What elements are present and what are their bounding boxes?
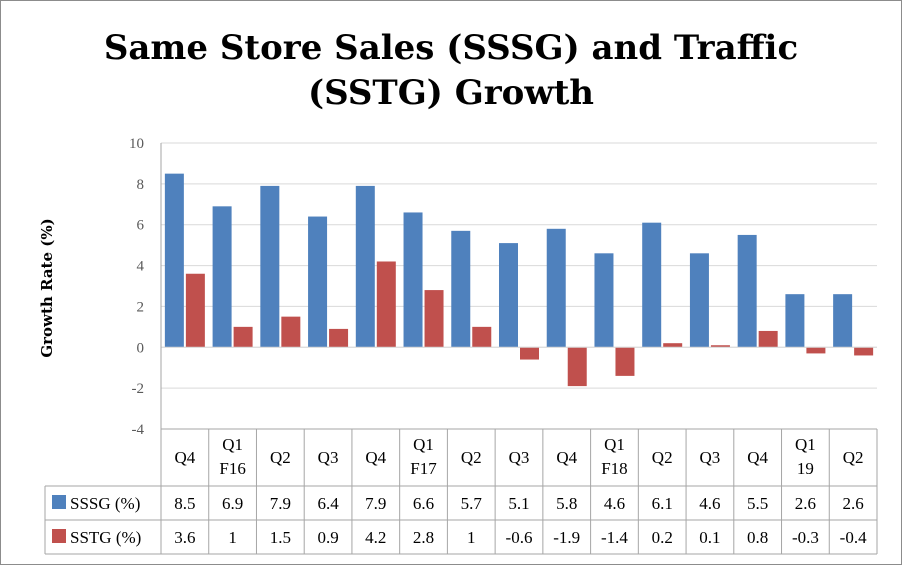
category-label: Q3: [509, 448, 530, 467]
data-label: 4.6: [604, 494, 625, 513]
data-label: 6.9: [222, 494, 243, 513]
y-tick-label: 0: [137, 340, 145, 356]
bar-sssg: [260, 185, 280, 348]
bar-sstg: [710, 345, 730, 348]
bar-sstg: [567, 347, 587, 387]
data-table: Q4 Q1 F16 Q2 Q3 Q4 Q1 F17 Q2 Q3 Q4 Q1 F18 Q2 Q3 Q4 Q1 19 Q…: [44, 428, 878, 555]
category-label: Q4: [556, 448, 577, 467]
data-label: -1.4: [601, 528, 628, 547]
bar-sssg: [164, 173, 184, 348]
bar-sssg: [451, 230, 471, 348]
category-label: Q2: [843, 448, 864, 467]
y-tick-label: 10: [129, 136, 144, 152]
bar-sstg: [472, 326, 492, 348]
y-tick-label: 6: [137, 218, 145, 234]
data-label: 5.8: [556, 494, 577, 513]
bar-sssg: [785, 294, 805, 348]
bar-sstg: [854, 347, 874, 356]
data-label: -1.9: [553, 528, 580, 547]
data-label: -0.4: [840, 528, 867, 547]
data-label: 1: [228, 528, 237, 547]
data-label: 0.1: [699, 528, 720, 547]
bar-sstg: [281, 316, 301, 348]
data-label: 3.6: [174, 528, 195, 547]
bar-sssg: [212, 206, 232, 348]
data-label: 1.5: [270, 528, 291, 547]
y-tick-label: 2: [137, 299, 145, 315]
bar-sstg: [233, 326, 253, 348]
data-label: 0.9: [317, 528, 338, 547]
data-label: 7.9: [365, 494, 386, 513]
bar-sssg: [689, 253, 709, 348]
data-label: 2.8: [413, 528, 434, 547]
y-tick-label: 8: [137, 177, 145, 193]
bar-sssg: [499, 243, 518, 348]
data-label: 8.5: [174, 494, 195, 513]
category-label: Q2: [652, 448, 673, 467]
bar-sstg: [185, 273, 205, 348]
legend-key-sstg: [52, 529, 66, 543]
data-label: -0.6: [506, 528, 533, 547]
data-label: 0.2: [652, 528, 673, 547]
bar-sssg: [308, 216, 328, 348]
category-label: Q3: [700, 448, 721, 467]
category-label: Q4: [174, 448, 195, 467]
bar-sstg: [615, 347, 635, 376]
data-label: 5.5: [747, 494, 768, 513]
data-label: 1: [467, 528, 476, 547]
category-label: Q1 F17: [410, 435, 437, 478]
category-label: Q3: [318, 448, 339, 467]
bar-sstg: [424, 290, 444, 348]
bar-sstg: [376, 261, 396, 348]
series-name: SSSG (%): [70, 494, 140, 513]
data-label: 6.6: [413, 494, 434, 513]
data-label: 5.1: [508, 494, 529, 513]
data-label: 5.7: [461, 494, 483, 513]
bar-sstg: [806, 347, 826, 354]
bars: [161, 173, 877, 387]
bar-sssg: [546, 228, 566, 348]
category-label: Q2: [461, 448, 482, 467]
data-label: -0.3: [792, 528, 819, 547]
category-label: Q4: [747, 448, 768, 467]
bar-sssg: [737, 234, 757, 348]
bar-sstg: [758, 330, 778, 348]
bar-sssg: [355, 185, 375, 348]
data-label: 2.6: [843, 494, 864, 513]
y-tick-label: -4: [132, 422, 145, 438]
bar-sssg: [403, 212, 423, 348]
y-axis: 10 8 6 4 2 0 -2 -4: [129, 136, 162, 438]
data-label: 0.8: [747, 528, 768, 547]
chart-title-line-2: (SSTG) Growth: [308, 73, 594, 113]
category-label: Q1 F18: [601, 435, 627, 478]
data-label: 2.6: [795, 494, 816, 513]
data-label: 6.1: [652, 494, 673, 513]
y-axis-label: Growth Rate (%): [38, 218, 56, 357]
bar-sstg: [329, 328, 349, 348]
bar-sssg: [833, 294, 853, 348]
series-name: SSTG (%): [70, 528, 141, 547]
bar-sssg: [594, 253, 614, 348]
legend-key-sssg: [52, 495, 66, 509]
category-label: Q2: [270, 448, 291, 467]
chart-title-line-1: Same Store Sales (SSSG) and Traffic: [104, 28, 798, 68]
data-label: 7.9: [270, 494, 291, 513]
y-tick-label: 4: [137, 259, 145, 275]
bar-sstg: [520, 347, 539, 360]
y-tick-label: -2: [132, 381, 145, 397]
category-label: Q1 19: [795, 435, 816, 478]
data-label: 6.4: [317, 494, 339, 513]
bar-sstg: [663, 343, 683, 348]
bar-sssg: [642, 222, 662, 348]
data-label: 4.2: [365, 528, 386, 547]
category-label: Q1 F16: [219, 435, 245, 478]
category-label: Q4: [365, 448, 386, 467]
data-label: 4.6: [699, 494, 720, 513]
